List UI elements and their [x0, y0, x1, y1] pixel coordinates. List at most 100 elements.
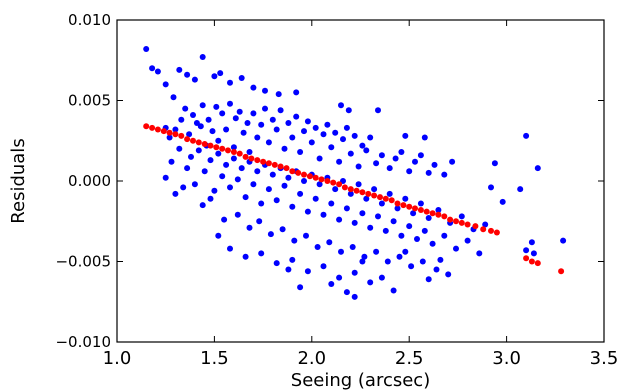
series-1-point	[392, 155, 399, 162]
series-2-point	[429, 210, 436, 217]
series-1-point	[209, 128, 216, 135]
series-1-point	[230, 155, 237, 162]
series-1-point	[491, 160, 498, 167]
series-1-point	[242, 194, 249, 201]
series-1-point	[528, 239, 535, 246]
series-1-point	[433, 266, 440, 273]
series-1-point	[258, 200, 265, 207]
y-tick-label: 0.005	[68, 92, 111, 110]
x-tick-label: 1.5	[200, 348, 229, 369]
series-1-point	[419, 258, 426, 265]
series-1-point	[297, 149, 304, 155]
series-1-point	[201, 168, 208, 175]
series-2-point	[289, 168, 296, 175]
series-1-point	[246, 149, 253, 155]
series-1-point	[429, 240, 436, 247]
series-1-point	[244, 120, 251, 126]
series-2-point	[166, 129, 173, 136]
series-1-point	[482, 221, 489, 228]
series-2-point	[295, 169, 302, 176]
series-1-point	[408, 263, 415, 270]
series-2-point	[480, 226, 487, 233]
series-1-point	[312, 195, 319, 202]
series-1-point	[250, 110, 257, 117]
series-1-point	[197, 123, 204, 130]
series-1-point	[170, 94, 177, 101]
series-2-point	[423, 208, 430, 215]
series-2-point	[453, 218, 459, 225]
series-1-point	[363, 195, 370, 202]
series-1-point	[332, 129, 339, 136]
series-1-point	[219, 173, 226, 180]
series-1-point	[227, 245, 233, 252]
series-1-point	[476, 250, 483, 257]
series-1-point	[215, 137, 222, 144]
series-1-point	[373, 248, 380, 255]
series-1-point	[351, 219, 358, 226]
series-2-point	[472, 223, 479, 230]
series-1-point	[213, 103, 220, 110]
series-1-point	[378, 152, 385, 159]
series-1-point	[205, 116, 212, 123]
series-1-point	[449, 158, 456, 165]
series-1-point	[207, 157, 214, 164]
series-2-point	[400, 202, 407, 209]
series-2-point	[207, 142, 214, 149]
series-2-point	[347, 186, 354, 193]
series-1-point	[347, 190, 354, 197]
series-1-point	[193, 120, 200, 126]
series-1-point	[410, 210, 417, 217]
series-1-point	[394, 205, 401, 212]
series-1-point	[168, 158, 175, 165]
series-1-point	[338, 248, 344, 255]
series-1-point	[347, 150, 354, 157]
series-1-point	[172, 190, 179, 197]
series-1-point	[398, 149, 405, 155]
series-2-point	[190, 137, 196, 144]
series-2-point	[254, 157, 261, 164]
series-1-point	[425, 276, 432, 283]
series-2-point	[160, 128, 167, 135]
series-2-point	[558, 268, 565, 275]
series-2-point	[435, 211, 442, 218]
series-1-point	[406, 223, 413, 230]
series-1-point	[523, 132, 530, 139]
series-1-point	[349, 244, 356, 250]
series-1-point	[367, 279, 374, 286]
series-1-point	[301, 178, 307, 184]
series-1-point	[425, 215, 432, 221]
series-1-point	[351, 293, 358, 300]
series-1-point	[238, 165, 245, 172]
series-1-point	[367, 224, 374, 231]
series-1-point	[186, 131, 193, 138]
series-1-point	[246, 224, 253, 231]
series-1-point	[458, 213, 465, 220]
series-1-point	[291, 237, 298, 244]
series-2-point	[260, 158, 267, 165]
series-1-point	[258, 121, 265, 128]
series-1-point	[375, 107, 381, 114]
series-1-point	[232, 115, 239, 122]
y-tick-label: −0.010	[55, 333, 111, 351]
series-1-point	[273, 126, 280, 133]
series-1-point	[332, 186, 339, 193]
series-2-point	[312, 174, 319, 181]
series-1-point	[316, 155, 323, 162]
series-2-point	[365, 190, 372, 197]
series-1-point	[417, 152, 424, 159]
x-tick-label: 2.5	[395, 348, 424, 369]
series-1-point	[269, 171, 276, 178]
series-1-point	[343, 289, 350, 296]
series-1-point	[402, 132, 409, 139]
series-1-point	[211, 73, 218, 80]
series-1-point	[275, 91, 282, 98]
series-2-point	[230, 149, 237, 155]
series-1-point	[304, 118, 311, 125]
series-1-point	[289, 256, 296, 263]
series-1-point	[425, 169, 432, 176]
series-2-point	[341, 184, 348, 191]
series-1-point	[154, 68, 161, 75]
series-2-point	[143, 123, 150, 130]
series-1-point	[304, 208, 311, 215]
